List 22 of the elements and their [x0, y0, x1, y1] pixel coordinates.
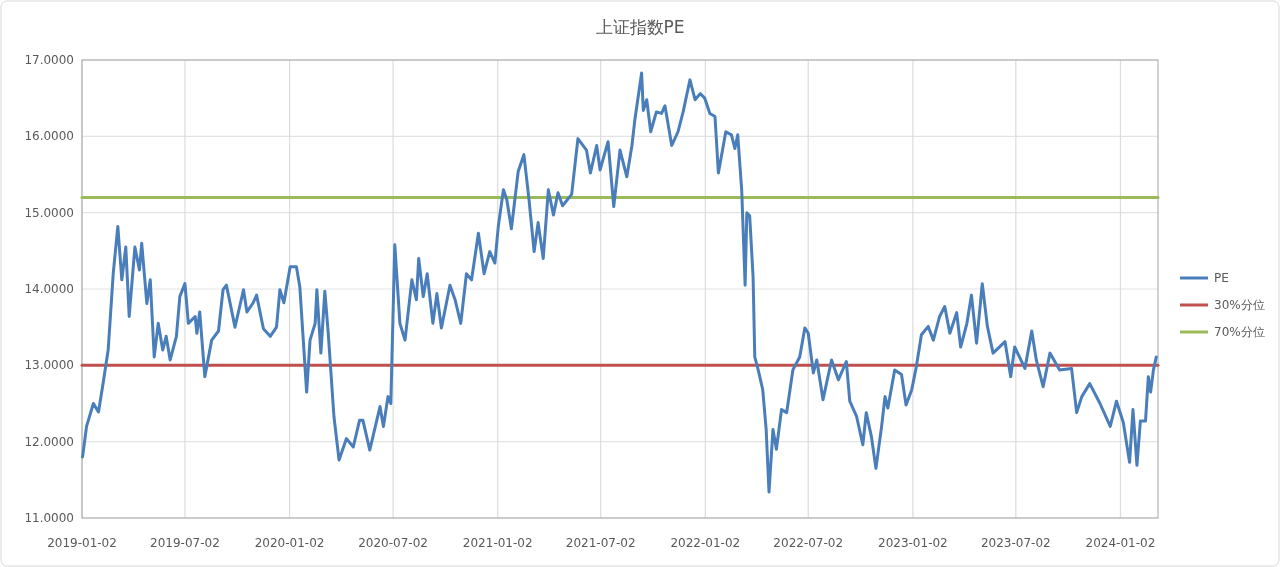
y-tick-label: 14.0000: [24, 282, 74, 296]
x-tick-label: 2021-07-02: [565, 536, 636, 550]
x-tick-label: 2020-01-02: [254, 536, 325, 550]
x-tick-label: 2019-01-02: [47, 536, 117, 550]
x-tick-label: 2019-07-02: [150, 536, 220, 550]
x-tick-label: 2022-07-02: [773, 536, 844, 550]
x-tick-label: 2020-07-02: [358, 536, 428, 550]
x-tick-label: 2024-01-02: [1085, 536, 1156, 550]
x-tick-label: 2022-01-02: [670, 536, 741, 550]
chart-title: 上证指数PE: [595, 17, 685, 37]
x-tick-label: 2023-07-02: [980, 536, 1051, 550]
legend-label: 70%分位: [1214, 325, 1265, 339]
y-tick-label: 12.0000: [24, 434, 74, 449]
y-tick-label: 15.0000: [24, 205, 74, 220]
legend-label: PE: [1214, 271, 1229, 285]
x-tick-label: 2021-01-02: [462, 536, 533, 550]
y-tick-label: 13.0000: [24, 358, 74, 373]
y-tick-label: 11.0000: [24, 511, 74, 525]
y-tick-label: 17.0000: [24, 53, 74, 67]
y-tick-label: 16.0000: [24, 129, 74, 144]
legend-label: 30%分位: [1214, 298, 1265, 312]
x-tick-label: 2023-01-02: [878, 536, 948, 550]
